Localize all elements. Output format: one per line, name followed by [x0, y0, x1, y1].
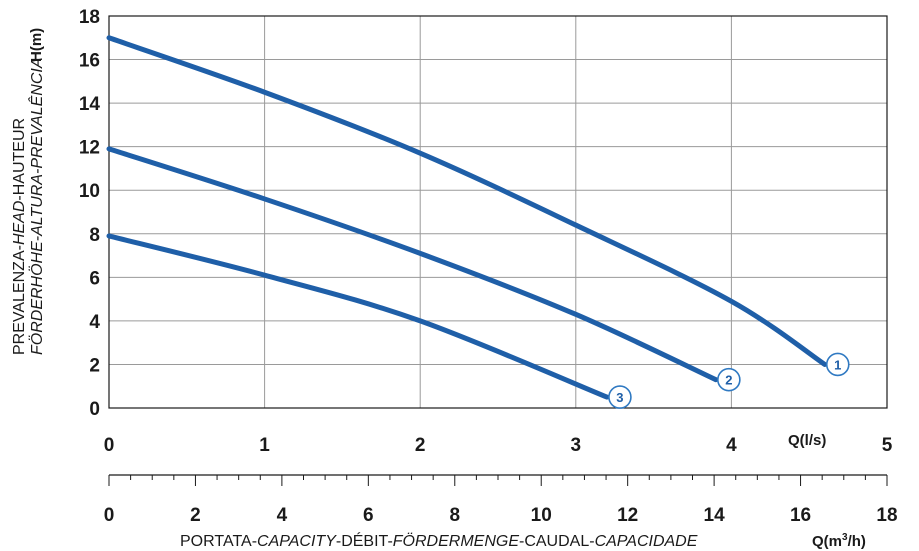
y-tick-label: 16 — [79, 51, 100, 72]
x-axis-title: PORTATA-CAPACITY-DÉBIT-FÖRDERMENGE-CAUDA… — [180, 531, 698, 550]
y-title-seg1: PREVALENZA- — [11, 245, 28, 355]
y-tick-label: 10 — [79, 181, 100, 202]
x-primary-unit-label: Q(l/s) — [788, 432, 826, 449]
x-title-seg: PORTATA- — [180, 533, 257, 550]
x-primary-tick-label: 3 — [571, 435, 582, 456]
y-tick-label: 0 — [89, 399, 100, 420]
y-axis-title-line2: FÖRDERHÖHE-ALTURA-PREVALÊNCIA — [27, 57, 46, 355]
x-title-seg: CAPACITY — [257, 533, 337, 550]
y-unit-label: H(m) — [28, 28, 45, 62]
y-tick-label: 12 — [79, 138, 100, 159]
x-secondary-tick-label: 6 — [363, 505, 374, 526]
x-secondary-tick-label: 0 — [104, 505, 115, 526]
curve-1 — [106, 35, 828, 367]
curve-badge — [717, 367, 741, 392]
y-tick-label: 6 — [89, 268, 100, 289]
x-secondary-tick-label: 8 — [449, 505, 460, 526]
curve-badge-label: 2 — [725, 373, 732, 388]
y-tick-label: 2 — [89, 355, 100, 376]
y-tick-label: 14 — [79, 94, 101, 115]
x-secondary-tick-label: 10 — [531, 505, 552, 526]
y-tick-label: 4 — [89, 312, 100, 333]
x-secondary-tick-label: 18 — [876, 505, 897, 526]
x-secondary-tick-label: 2 — [190, 505, 201, 526]
x-secondary-tick-label: 4 — [277, 505, 288, 526]
x-secondary-unit-label: Q(m3/h) — [812, 532, 866, 550]
x-primary-tick-label: 1 — [259, 435, 270, 456]
curve-badge-label: 1 — [834, 357, 841, 372]
x-title-seg: CAPACIDADE — [595, 533, 698, 550]
x-primary-tick-label: 2 — [415, 435, 426, 456]
q-m3h-sup: 3 — [842, 532, 848, 543]
x-primary-tick-label: 4 — [726, 435, 737, 456]
y-tick-label: 8 — [89, 225, 100, 246]
x-secondary-tick-label: 16 — [790, 505, 811, 526]
x-title-seg: -CAUDAL- — [519, 533, 595, 550]
y-title-seg3: -HAUTEUR — [11, 118, 28, 201]
curve-badge — [825, 352, 850, 377]
y-axis-title-line1: PREVALENZA-HEAD-HAUTEUR — [11, 118, 28, 355]
curve-badge — [608, 385, 632, 409]
q-m3h-end: /h) — [848, 533, 866, 550]
x-primary-tick-label: 5 — [882, 435, 893, 456]
curve-2 — [106, 146, 719, 383]
y-tick-label: 18 — [79, 7, 100, 28]
x-secondary-tick-label: 14 — [704, 505, 726, 526]
curve-3 — [106, 233, 610, 400]
q-m3h-main: Q(m — [812, 533, 842, 550]
x-secondary-tick-label: 12 — [617, 505, 638, 526]
y-title-seg2: HEAD — [11, 200, 28, 245]
curve-badge-label: 3 — [616, 390, 623, 405]
x-primary-tick-label: 0 — [104, 435, 115, 456]
x-title-seg: -DÉBIT- — [336, 531, 393, 550]
plot-frame — [108, 15, 888, 409]
curves: 1 2 3 — [106, 35, 850, 409]
x-title-seg: FÖRDERMENGE — [393, 532, 520, 550]
